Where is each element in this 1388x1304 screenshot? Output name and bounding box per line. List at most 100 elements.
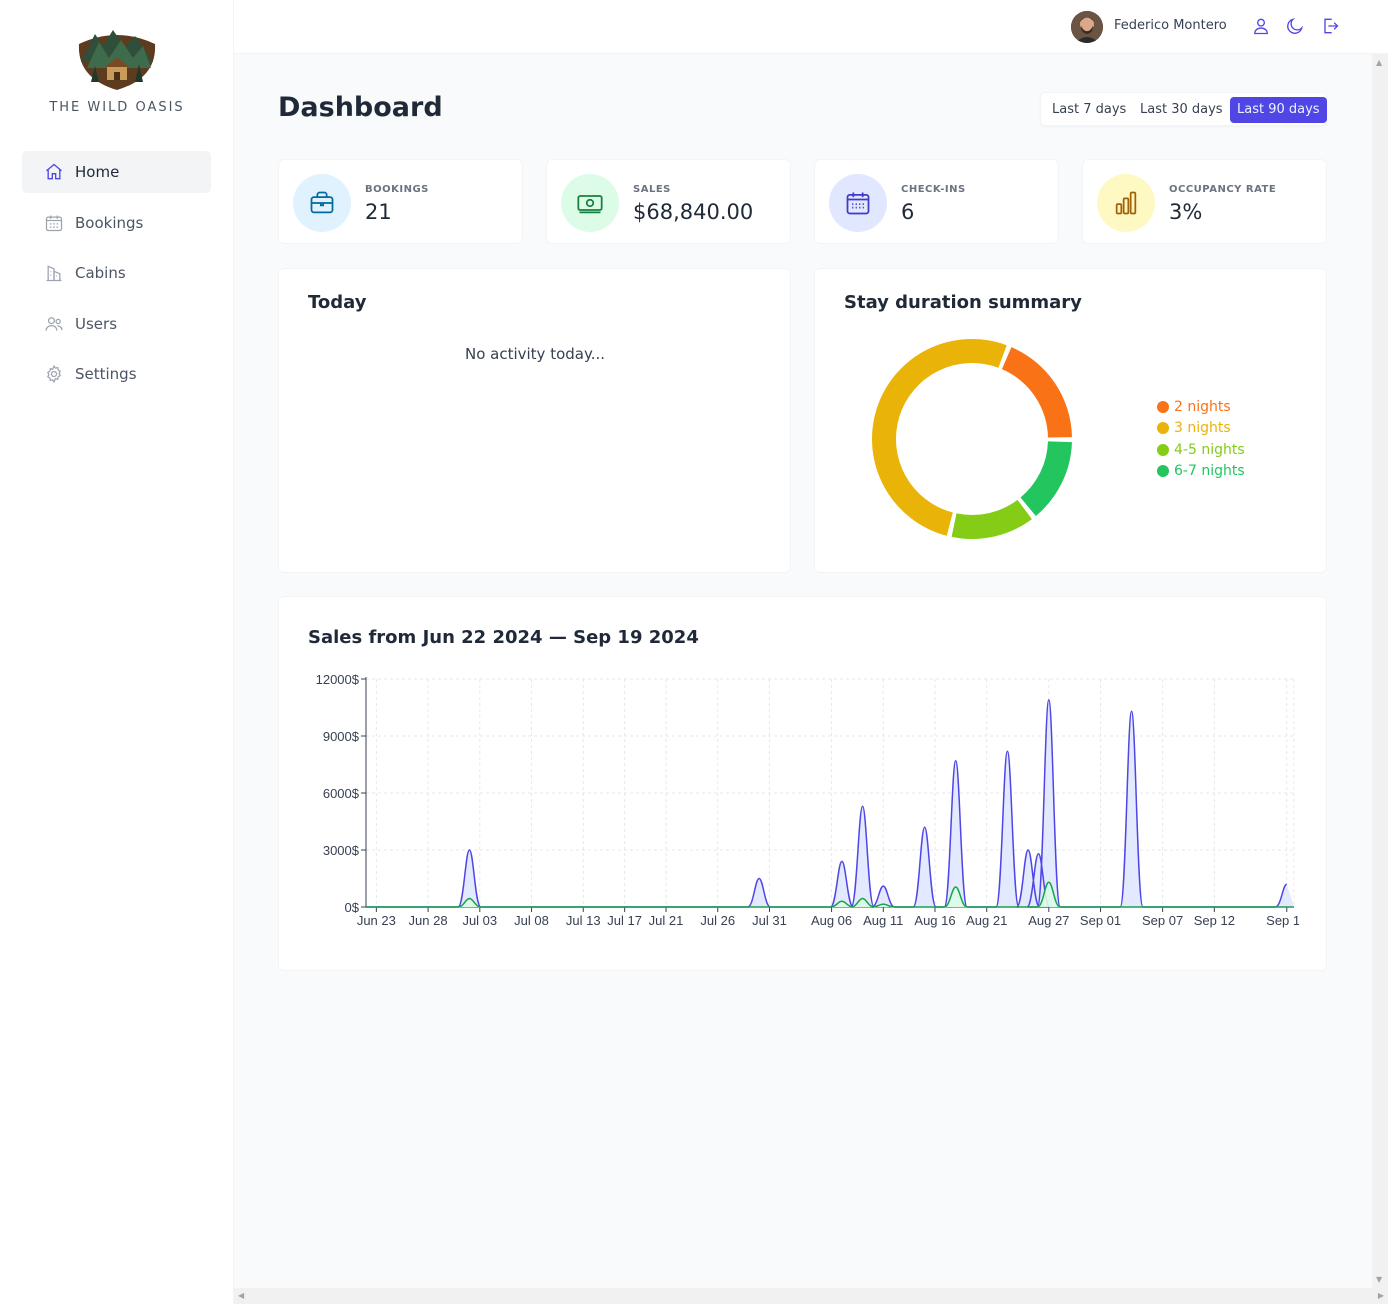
x-tick-label: Sep 01 (1080, 913, 1121, 928)
stat-card-check-ins: CHECK-INS 6 (814, 159, 1059, 244)
calendar-icon (44, 213, 64, 233)
filter-last-30-days[interactable]: Last 30 days (1140, 102, 1223, 117)
brand-name: THE WILD OASIS (49, 100, 185, 115)
sales-chart-card: Sales from Jun 22 2024 — Sep 19 2024 0$ 3… (278, 596, 1327, 971)
stay-duration-donut-chart (871, 338, 1072, 539)
stat-card-bookings: BOOKINGS 21 (278, 159, 523, 244)
sidebar-item-label: Home (75, 163, 120, 181)
legend-item-2-nights: 2 nights (1157, 396, 1245, 418)
logout-icon[interactable] (1320, 16, 1340, 36)
legend-item-3-nights: 3 nights (1157, 418, 1245, 440)
sidebar-item-label: Users (75, 314, 118, 333)
stay-duration-title: Stay duration summary (844, 292, 1082, 313)
legend-dot (1157, 443, 1169, 456)
x-tick-label: Jul 03 (462, 913, 497, 928)
x-tick-label: Aug 21 (966, 913, 1007, 928)
top-header: Federico Montero (234, 0, 1388, 54)
user-name: Federico Montero (1114, 18, 1227, 33)
x-tick-label: Jun 28 (409, 913, 448, 928)
scroll-down-arrow-icon[interactable]: ▼ (1376, 1275, 1383, 1284)
legend-item-4-5-nights: 4-5 nights (1157, 439, 1245, 461)
stat-card-occupancy-rate: OCCUPANCY RATE 3% (1082, 159, 1327, 244)
donut-slice-6-7-nights (1020, 441, 1072, 516)
y-tick-label: 0$ (345, 900, 360, 915)
stat-card-sales: SALES $68,840.00 (546, 159, 791, 244)
x-tick-label: Sep 07 (1142, 913, 1183, 928)
legend-label: 4-5 nights (1174, 441, 1245, 458)
x-tick-label: Jul 17 (607, 913, 642, 928)
y-tick-label: 3000$ (323, 843, 360, 858)
sidebar-item-home[interactable]: Home (22, 151, 211, 193)
page-title: Dashboard (278, 92, 443, 123)
legend-dot (1157, 465, 1169, 478)
x-tick-label: Aug 16 (914, 913, 955, 928)
legend-dot (1157, 400, 1169, 413)
briefcase-icon (293, 174, 351, 232)
stat-value: $68,840.00 (633, 200, 754, 224)
x-tick-label: Jul 21 (649, 913, 684, 928)
moon-icon[interactable] (1285, 16, 1305, 36)
sidebar-item-label: Cabins (75, 264, 126, 282)
extras-sales-area (366, 882, 1294, 907)
x-tick-label: Jul 26 (700, 913, 735, 928)
vertical-scrollbar[interactable]: ▲ ▼ (1372, 54, 1388, 1288)
scroll-left-arrow-icon[interactable]: ◀ (238, 1291, 245, 1300)
sidebar-item-settings[interactable]: Settings (22, 353, 211, 395)
no-activity-message: No activity today... (464, 345, 606, 363)
stat-value: 21 (365, 200, 392, 224)
extras-sales-line (366, 881, 1294, 908)
filter-last-90-days[interactable]: Last 90 days (1230, 97, 1327, 123)
stat-label: BOOKINGS (365, 184, 429, 195)
sales-chart-title: Sales from Jun 22 2024 — Sep 19 2024 (308, 627, 699, 648)
bar-chart-icon (1097, 174, 1155, 232)
y-tick-label: 9000$ (323, 729, 360, 744)
gear-icon (44, 364, 64, 384)
avatar[interactable] (1071, 11, 1103, 43)
legend-dot (1157, 422, 1169, 435)
stat-label: OCCUPANCY RATE (1169, 184, 1277, 195)
donut-slice-2-nights (1001, 347, 1072, 438)
legend-label: 2 nights (1174, 398, 1231, 415)
x-tick-label: Aug 27 (1028, 913, 1069, 928)
sidebar-item-label: Bookings (75, 213, 144, 232)
donut-slice-4-5-nights (951, 499, 1032, 539)
horizontal-scrollbar[interactable]: ◀ ▶ (234, 1288, 1388, 1304)
sidebar-item-label: Settings (75, 365, 137, 383)
date-range-filter: Last 7 days Last 30 days Last 90 days (1040, 92, 1327, 126)
scroll-right-arrow-icon[interactable]: ▶ (1377, 1291, 1384, 1300)
sidebar-nav: Home Bookings Cabins Users Settings (22, 151, 211, 404)
x-tick-label: Aug 11 (863, 913, 903, 928)
x-tick-label: Sep 12 (1194, 913, 1235, 928)
today-title: Today (308, 292, 367, 313)
sidebar-item-users[interactable]: Users (22, 303, 211, 345)
total-sales-line (366, 699, 1288, 908)
user-icon[interactable] (1251, 16, 1271, 36)
users-icon (44, 314, 64, 334)
x-tick-label: Jul 13 (566, 913, 601, 928)
x-tick-label: Aug 06 (811, 913, 852, 928)
donut-slice-3-nights (871, 338, 1007, 536)
y-tick-label: 12000$ (316, 672, 360, 687)
sidebar: THE WILD OASIS Home Bookings Cabins User… (0, 0, 234, 1304)
y-tick-label: 6000$ (323, 786, 360, 801)
stat-label: CHECK-INS (901, 184, 966, 195)
x-tick-label: Jun 23 (357, 913, 396, 928)
sales-area-chart: 0$ 3000$ 6000$ 9000$ 12000$ Jun 23 Jun 28 Jul 0… (316, 672, 1299, 928)
stat-value: 3% (1169, 200, 1203, 224)
stat-value: 6 (901, 200, 915, 224)
home-icon (44, 162, 64, 182)
brand-logo[interactable] (77, 28, 157, 90)
scroll-up-arrow-icon[interactable]: ▲ (1376, 58, 1383, 67)
banknotes-icon (561, 174, 619, 232)
x-tick-label: Sep 19 (1266, 913, 1299, 928)
legend-label: 3 nights (1174, 420, 1231, 437)
stat-label: SALES (633, 184, 671, 195)
x-tick-label: Jul 08 (514, 913, 549, 928)
sidebar-item-bookings[interactable]: Bookings (22, 202, 211, 244)
x-tick-label: Jul 31 (752, 913, 787, 928)
today-card: Today No activity today... (278, 268, 791, 573)
total-sales-area (366, 699, 1294, 907)
filter-last-7-days[interactable]: Last 7 days (1052, 102, 1127, 117)
legend-item-6-7-nights: 6-7 nights (1157, 461, 1245, 483)
sidebar-item-cabins[interactable]: Cabins (22, 252, 211, 294)
